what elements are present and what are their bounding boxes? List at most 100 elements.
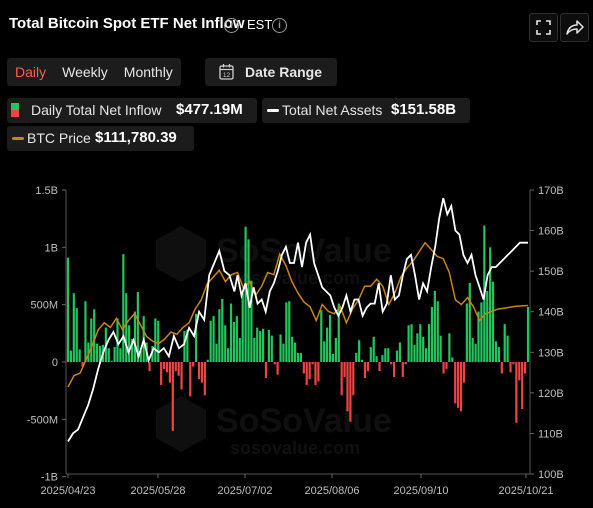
inflow-bar xyxy=(425,348,428,362)
calendar-icon-number: 12 xyxy=(223,72,231,79)
legend-assets[interactable]: Total Net Assets $151.58B xyxy=(262,98,470,123)
share-button[interactable] xyxy=(560,13,589,42)
y-right-tick-label: 110B xyxy=(538,428,563,440)
inflow-bar xyxy=(323,341,326,362)
inflow-bar xyxy=(183,331,186,362)
inflow-bar xyxy=(346,362,349,412)
inflow-bar xyxy=(235,316,238,362)
inflow-bar xyxy=(282,343,285,362)
tab-monthly[interactable]: Monthly xyxy=(123,64,173,80)
inflow-bar xyxy=(110,360,113,362)
y-left-tick-label: 1B xyxy=(45,242,58,254)
inflow-bar xyxy=(75,308,78,362)
inflow-bar xyxy=(66,257,70,362)
fullscreen-icon xyxy=(536,20,551,35)
y-left-tick-label: 1.5B xyxy=(35,185,58,197)
inflow-bar xyxy=(474,343,477,362)
inflow-bar xyxy=(363,362,367,379)
inflow-bar xyxy=(489,247,492,362)
x-tick-label: 2025/09/10 xyxy=(393,485,448,497)
inflow-bar xyxy=(390,362,393,365)
x-tick-label: 2025/07/02 xyxy=(217,485,272,497)
inflow-bar xyxy=(398,342,401,362)
fullscreen-button[interactable] xyxy=(529,13,558,42)
inflow-bar xyxy=(157,320,160,362)
inflow-bar xyxy=(259,331,262,362)
inflow-bar xyxy=(256,327,259,362)
inflow-bar xyxy=(302,362,305,374)
x-axis: 2025/04/23 2025/05/28 2025/07/02 2025/08/06… xyxy=(40,473,554,497)
inflow-bar xyxy=(174,362,177,372)
inflow-bar xyxy=(526,306,530,362)
legend-btc[interactable]: BTC Price $111,780.39 xyxy=(7,126,194,151)
inflow-bar xyxy=(186,329,189,362)
inflow-bar xyxy=(296,352,300,362)
inflow-bar xyxy=(419,324,422,362)
share-icon xyxy=(566,20,584,35)
date-range-label: Date Range xyxy=(245,64,323,80)
inflow-bar xyxy=(209,320,212,362)
inflow-bar xyxy=(206,359,209,362)
inflow-bar xyxy=(148,362,151,372)
inflow-bar xyxy=(416,333,419,362)
timezone-label: EST xyxy=(247,17,273,32)
inflow-bar xyxy=(130,339,134,362)
inflow-bar xyxy=(224,325,227,362)
y-axis-right: 170B 160B 150B 140B 130B 120B 110B 100B xyxy=(529,185,564,481)
inflow-bar xyxy=(451,357,454,362)
timezone-info-icon[interactable]: i xyxy=(272,18,287,33)
inflow-bar xyxy=(253,337,256,362)
inflow-bar xyxy=(404,362,407,365)
inflow-bar xyxy=(264,362,268,379)
inflow-bar xyxy=(442,362,445,374)
inflow-bar xyxy=(378,362,381,372)
inflow-bar xyxy=(494,341,498,362)
inflow-bar xyxy=(369,347,372,362)
inflow-bar xyxy=(221,298,224,362)
inflow-bar xyxy=(227,348,230,362)
inflow-bar xyxy=(471,337,474,362)
inflow-bar xyxy=(439,335,442,362)
inflow-bar xyxy=(229,303,233,362)
y-left-tick-label: 500M xyxy=(30,300,58,312)
date-range-button[interactable]: 12 Date Range xyxy=(205,58,337,86)
info-icon[interactable]: i xyxy=(224,18,239,33)
inflow-bar xyxy=(360,359,364,362)
tab-weekly[interactable]: Weekly xyxy=(62,64,108,80)
inflow-bar xyxy=(232,321,236,362)
inflow-bar xyxy=(200,362,204,383)
inflow-bar xyxy=(87,342,90,362)
inflow-bar xyxy=(497,347,500,362)
inflow-bar xyxy=(93,309,96,362)
etf-flow-chart[interactable]: SoSoValue sosovalue.com SoSoValue sosova… xyxy=(0,170,593,508)
inflow-bar xyxy=(375,356,378,362)
inflow-bar xyxy=(515,362,518,423)
inflow-bar xyxy=(212,316,215,362)
y-right-tick-label: 170B xyxy=(538,185,564,197)
inflow-bar xyxy=(480,302,483,362)
tab-daily[interactable]: Daily xyxy=(15,64,47,80)
watermark-brand-2: SoSoValue xyxy=(216,402,392,440)
inflow-bar xyxy=(285,302,288,362)
inflow-bar xyxy=(503,324,506,362)
inflow-bar xyxy=(366,362,369,372)
inflow-bar xyxy=(261,328,265,362)
y-left-tick-label: -1B xyxy=(41,472,58,484)
y-right-tick-label: 100B xyxy=(538,469,564,481)
assets-swatch-icon xyxy=(267,109,279,112)
inflow-bar xyxy=(457,362,460,408)
inflow-bar xyxy=(311,362,314,365)
inflow-bar xyxy=(358,340,361,362)
inflow-bar xyxy=(241,293,244,362)
inflow-bar xyxy=(401,362,404,377)
legend-inflow[interactable]: Daily Total Net Inflow $477.19M xyxy=(7,98,257,123)
inflow-bar xyxy=(113,347,116,362)
inflow-bar xyxy=(500,362,503,374)
btc-price-line xyxy=(67,241,529,388)
inflow-bar xyxy=(139,350,142,362)
inflow-bar xyxy=(395,350,399,362)
chart-header: Total Bitcoin Spot ETF Net Inflow i EST … xyxy=(0,0,593,50)
inflow-bar xyxy=(436,301,439,362)
inflow-bar xyxy=(337,303,340,362)
inflow-bar xyxy=(459,362,463,412)
